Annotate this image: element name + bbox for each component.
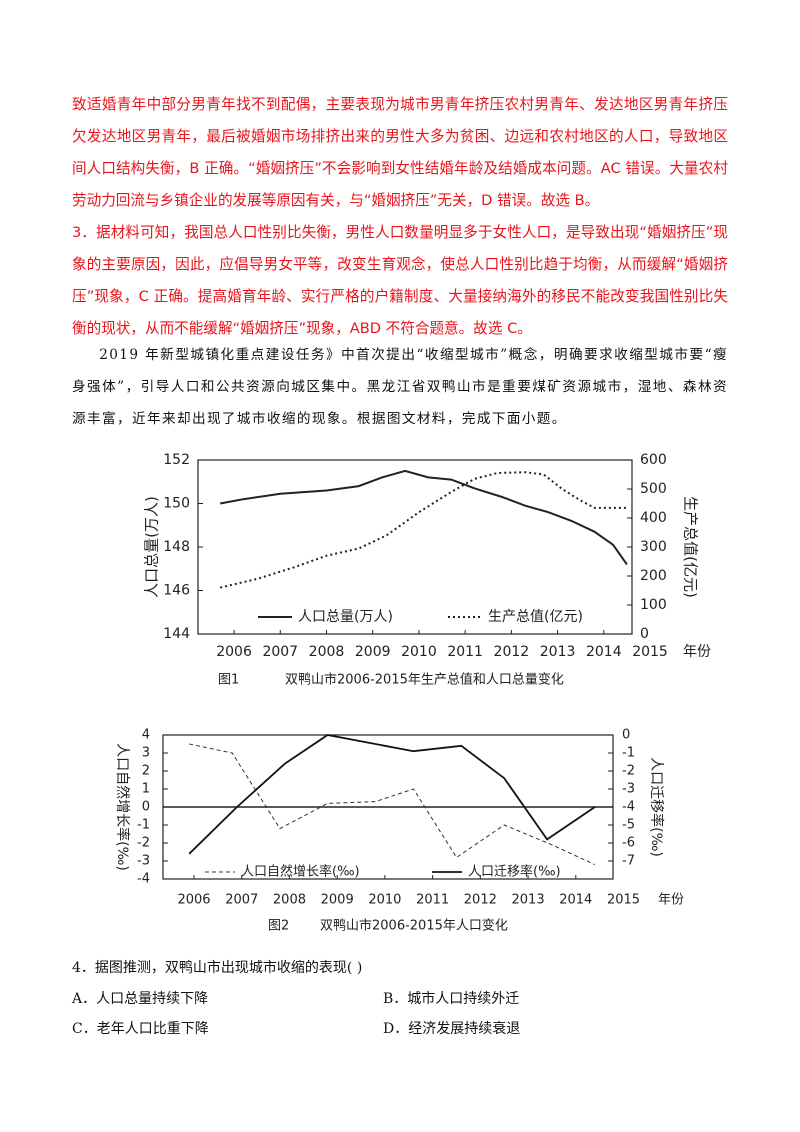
y2-tick-label: -6: [622, 836, 635, 851]
x-axis-label: 年份: [658, 893, 684, 908]
x-tick-label: 2015: [632, 644, 668, 660]
y2-tick-label: 0: [640, 626, 649, 642]
y2-tick-label: 0: [622, 728, 630, 743]
y2-tick-label: -2: [622, 764, 635, 779]
y-tick-label: -1: [137, 818, 150, 833]
x-tick-label: 2014: [586, 644, 622, 660]
y2-tick-label: -1: [622, 746, 635, 761]
x-axis-label: 年份: [683, 644, 711, 660]
y-tick-label: 152: [163, 452, 190, 468]
paragraph: 致适婚青年中部分男青年找不到配偶，主要表现为城市男青年挤压农村男青年、发达地区男…: [72, 96, 728, 209]
legend-label: 人口总量(万人): [298, 609, 393, 625]
x-tick-label: 2013: [512, 893, 545, 908]
x-tick-label: 2006: [177, 893, 210, 908]
y-tick-label: 148: [163, 539, 190, 555]
paragraph: 3．据材料可知，我国总人口性别比失衡，男性人口数量明显多于女性人口，是导致出现“…: [72, 224, 728, 337]
x-tick-label: 2008: [273, 893, 306, 908]
series-line: [220, 469, 628, 565]
y-tick-label: -4: [137, 872, 150, 887]
option[interactable]: B．城市人口持续外迁: [383, 991, 520, 1007]
y-axis-label: 人口总量(万人): [143, 496, 161, 598]
y2-axis-label: 人口迁移率(‰): [648, 757, 665, 857]
series-line: [219, 471, 627, 589]
x-tick-label: 2007: [225, 893, 258, 908]
x-tick-label: 2014: [559, 893, 592, 908]
y-tick-label: 150: [163, 496, 190, 512]
x-tick-label: 2010: [368, 893, 401, 908]
y-tick-label: 146: [163, 583, 190, 599]
y2-tick-label: -3: [622, 782, 635, 797]
y-axis-label: 人口自然增长率(‰): [114, 743, 131, 871]
x-tick-label: 2011: [416, 893, 449, 908]
legend-label: 人口自然增长率(‰): [241, 864, 360, 880]
y-tick-label: 0: [142, 800, 150, 815]
figure-title: 双鸭山市2006-2015年人口变化: [320, 918, 508, 934]
x-tick-label: 2009: [321, 893, 354, 908]
figure-title: 双鸭山市2006-2015年生产总值和人口总量变化: [285, 672, 564, 688]
y2-tick-label: 400: [640, 510, 667, 526]
series-line: [188, 734, 596, 855]
y-tick-label: 3: [142, 746, 150, 761]
plot-frame: [197, 459, 633, 635]
option[interactable]: A．人口总量持续下降: [72, 991, 209, 1007]
y2-tick-label: -4: [622, 800, 635, 815]
x-tick-label: 2008: [309, 644, 345, 660]
option[interactable]: D．经济发展持续衰退: [383, 1021, 521, 1037]
y-tick-label: -3: [137, 854, 150, 869]
x-tick-label: 2011: [447, 644, 483, 660]
y-tick-label: 4: [142, 728, 150, 743]
y2-tick-label: -7: [622, 854, 635, 869]
y2-axis-label: 生产总值(亿元): [682, 496, 700, 598]
x-tick-label: 2006: [216, 644, 252, 660]
y2-tick-label: 600: [640, 452, 667, 468]
x-tick-label: 2012: [464, 893, 497, 908]
y2-tick-label: 200: [640, 568, 667, 584]
y2-tick-label: -5: [622, 818, 635, 833]
series-line: [189, 743, 596, 866]
intro: 2019 年新型城镇化重点建设任务》中首次提出“收缩型城市”概念，明确要求收缩型…: [72, 347, 728, 427]
figure-label: 图1: [218, 673, 239, 688]
x-tick-label: 2009: [355, 644, 391, 660]
x-tick-label: 2010: [401, 644, 437, 660]
y-tick-label: 1: [142, 782, 150, 797]
y-tick-label: -2: [137, 836, 150, 851]
option[interactable]: C．老年人口比重下降: [72, 1021, 209, 1037]
legend-label: 人口迁移率(‰): [468, 864, 561, 880]
y2-tick-label: 500: [640, 481, 667, 497]
y2-tick-label: 100: [640, 597, 667, 613]
x-tick-label: 2013: [540, 644, 576, 660]
x-tick-label: 2012: [494, 644, 530, 660]
y-tick-label: 144: [163, 626, 190, 642]
figure-label: 图2: [268, 919, 289, 934]
x-tick-label: 2015: [607, 893, 640, 908]
question-stem: 4．据图推测，双鸭山市出现城市收缩的表现( ): [72, 960, 363, 976]
y2-tick-label: 300: [640, 539, 667, 555]
x-tick-label: 2007: [262, 644, 298, 660]
legend-label: 生产总值(亿元): [488, 609, 583, 625]
y-tick-label: 2: [142, 764, 150, 779]
